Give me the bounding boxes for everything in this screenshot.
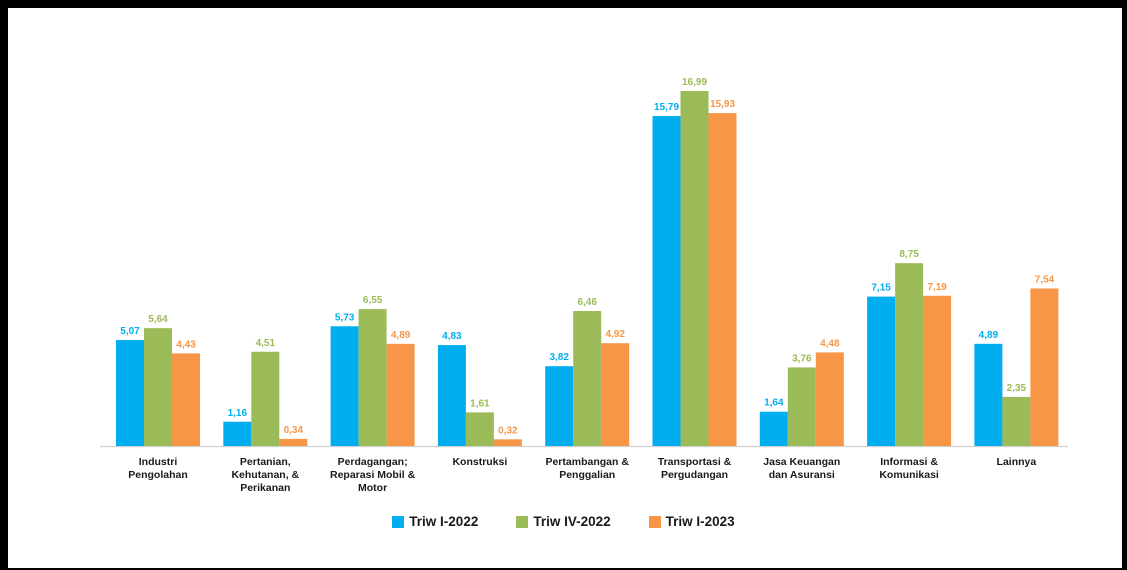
data-label: 4,89 [391, 330, 411, 341]
bar [493, 439, 522, 446]
bar [386, 343, 415, 446]
bar [330, 326, 359, 446]
data-label: 15,93 [710, 99, 735, 110]
data-label: 4,43 [176, 339, 196, 350]
category-label: dan Asuransi [769, 469, 835, 481]
bar [573, 311, 602, 446]
category-label: Pergudangan [661, 469, 728, 481]
data-label: 4,92 [605, 329, 625, 340]
data-label: 16,99 [682, 77, 707, 88]
data-label: 4,83 [442, 331, 462, 342]
data-label: 1,61 [470, 398, 490, 409]
bar [116, 340, 144, 446]
category-label: Konstruksi [452, 456, 507, 468]
data-label: 3,76 [792, 353, 812, 364]
category-label: Perikanan [240, 482, 290, 494]
data-label: 2,35 [1007, 383, 1027, 394]
legend-label: Triw I-2023 [665, 514, 735, 529]
bar [545, 366, 574, 446]
data-label: 0,34 [284, 425, 304, 436]
category-label: Jasa Keuangan [763, 456, 840, 468]
legend-label: Triw I-2022 [409, 514, 479, 529]
category-label: Penggalian [559, 469, 615, 481]
bar [974, 343, 1003, 446]
legend-swatch [648, 515, 661, 528]
data-label: 1,16 [228, 408, 248, 419]
category-label: Pertanian, [240, 456, 291, 468]
bar [279, 438, 308, 446]
bar [223, 421, 252, 446]
data-label: 15,79 [654, 102, 679, 113]
legend-item: Triw I-2022 [392, 514, 478, 529]
bar [1030, 288, 1059, 446]
bar [251, 351, 280, 446]
bar [759, 411, 788, 446]
data-label: 7,19 [927, 282, 947, 293]
chart-legend: Triw I-2022 Triw IV-2022 Triw I-2023 [0, 514, 1127, 529]
category-label: Perdagangan; [338, 456, 408, 468]
category-label: Informasi & [880, 456, 938, 468]
legend-label: Triw IV-2022 [533, 514, 611, 529]
data-label: 7,15 [871, 283, 891, 294]
data-label: 6,46 [577, 297, 597, 308]
bar [867, 296, 896, 446]
data-label: 4,51 [256, 338, 276, 349]
category-label: Lainnya [997, 456, 1037, 468]
data-label: 5,64 [148, 314, 168, 325]
legend-swatch [516, 515, 529, 528]
data-label: 4,89 [979, 330, 999, 341]
bar [895, 263, 924, 446]
bar [1002, 396, 1031, 446]
data-label: 1,64 [764, 398, 784, 409]
data-label: 3,82 [549, 352, 569, 363]
bar [144, 328, 172, 446]
category-label: Pengolahan [128, 469, 188, 481]
bar [923, 295, 952, 446]
category-label: Reparasi Mobil & [330, 469, 416, 481]
category-label: Motor [358, 482, 387, 494]
bar [465, 412, 494, 446]
category-label: Kehutanan, & [231, 469, 299, 481]
data-label: 8,75 [899, 249, 919, 260]
data-label: 5,73 [335, 312, 355, 323]
bar [172, 353, 200, 446]
bar [815, 352, 844, 446]
bar [787, 367, 816, 446]
bar [437, 345, 466, 446]
bar [708, 113, 737, 447]
bar [680, 91, 709, 446]
category-label: Industri [139, 456, 178, 468]
data-label: 5,07 [120, 326, 140, 337]
data-label: 6,55 [363, 295, 383, 306]
legend-item: Triw IV-2022 [516, 514, 611, 529]
category-label: Komunikasi [879, 469, 939, 481]
bar [358, 309, 387, 446]
bar [601, 343, 630, 446]
data-label: 0,32 [498, 425, 518, 436]
data-label: 4,48 [820, 338, 840, 349]
bar [652, 116, 681, 446]
category-label: Transportasi & [658, 456, 732, 468]
data-label: 7,54 [1035, 274, 1055, 285]
category-label: Pertambangan & [545, 456, 629, 468]
legend-item: Triw I-2023 [648, 514, 735, 529]
legend-swatch [392, 515, 405, 528]
